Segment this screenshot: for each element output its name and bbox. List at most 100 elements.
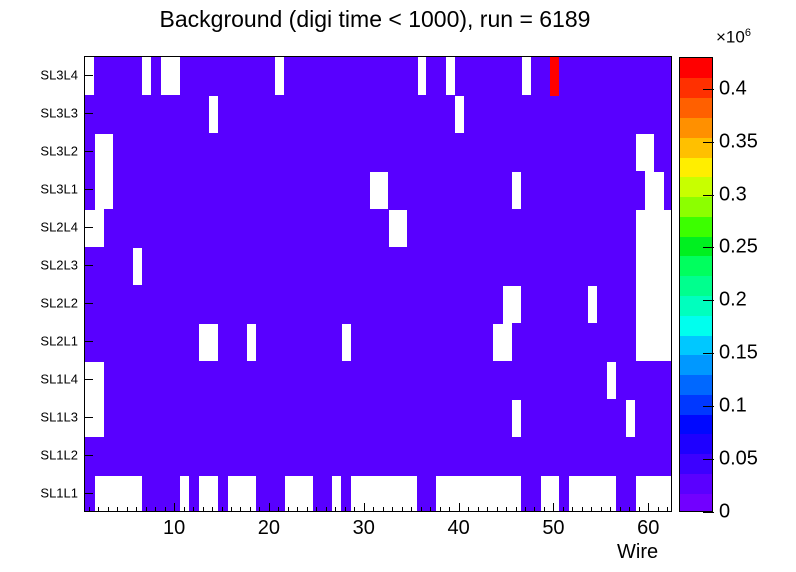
heatmap-cell: [549, 95, 560, 134]
x-axis-label: 60: [637, 517, 660, 539]
heatmap-cell: [435, 285, 446, 324]
heatmap-cell: [473, 209, 484, 248]
heatmap-cell: [445, 399, 456, 438]
heatmap-cell: [350, 285, 361, 324]
x-axis-minor-tick: [411, 507, 412, 512]
heatmap-cell: [265, 209, 276, 248]
heatmap-cell: [606, 95, 617, 134]
heatmap-cell: [350, 361, 361, 400]
heatmap-cell: [170, 323, 181, 362]
heatmap-cell: [198, 133, 209, 172]
heatmap-cell: [360, 361, 371, 400]
heatmap-cell: [189, 95, 200, 134]
color-scale-bar[interactable]: [679, 57, 713, 512]
heatmap-cell: [407, 361, 418, 400]
heatmap-cell: [502, 57, 513, 96]
heatmap-cell: [350, 247, 361, 286]
heatmap-cell: [208, 399, 219, 438]
heatmap-cell: [416, 437, 427, 476]
heatmap-cell: [94, 95, 105, 134]
heatmap-cell: [312, 171, 323, 210]
heatmap-cell: [246, 133, 257, 172]
heatmap-cell: [94, 57, 105, 96]
x-axis-title: Wire: [617, 541, 659, 563]
heatmap-cell: [189, 285, 200, 324]
heatmap-cell: [160, 399, 171, 438]
x-axis-minor-tick: [250, 507, 251, 512]
heatmap-cell: [426, 399, 437, 438]
heatmap-cell: [170, 247, 181, 286]
heatmap-cell: [151, 209, 162, 248]
y-axis-tick: [84, 113, 93, 114]
heatmap-cell: [426, 361, 437, 400]
heatmap-cell: [151, 437, 162, 476]
heatmap-cell: [521, 475, 532, 511]
heatmap-cell: [274, 95, 285, 134]
heatmap-cell: [654, 361, 665, 400]
heatmap-cell: [540, 95, 551, 134]
heatmap-cell: [141, 285, 152, 324]
heatmap-cell: [663, 361, 671, 400]
x-axis-minor-tick: [259, 507, 260, 512]
heatmap-cell: [473, 285, 484, 324]
heatmap-cell: [179, 133, 190, 172]
x-axis-minor-tick: [316, 507, 317, 512]
x-axis-minor-tick: [307, 507, 308, 512]
heatmap-cell: [265, 475, 276, 511]
heatmap-cell: [170, 133, 181, 172]
heatmap-cell: [559, 133, 570, 172]
heatmap-plot-frame[interactable]: [84, 56, 672, 512]
heatmap-cell: [208, 285, 219, 324]
heatmap-cell: [616, 247, 627, 286]
heatmap-cell: [663, 171, 671, 210]
heatmap-cell: [492, 399, 503, 438]
heatmap-cell: [483, 95, 494, 134]
heatmap-cell: [236, 285, 247, 324]
heatmap-cell: [616, 361, 627, 400]
color-scale-tick: [703, 300, 714, 301]
heatmap-cells[interactable]: [85, 57, 671, 511]
heatmap-cell: [587, 361, 598, 400]
heatmap-cell: [170, 361, 181, 400]
heatmap-cell: [322, 361, 333, 400]
heatmap-cell: [293, 285, 304, 324]
heatmap-cell: [274, 133, 285, 172]
heatmap-cell: [426, 247, 437, 286]
heatmap-cell: [113, 209, 124, 248]
color-scale-tick-label: 0.35: [719, 130, 758, 153]
heatmap-cell: [151, 323, 162, 362]
heatmap-cell: [502, 95, 513, 134]
heatmap-cell: [597, 209, 608, 248]
heatmap-cell: [274, 209, 285, 248]
heatmap-cell: [170, 285, 181, 324]
heatmap-cell: [454, 399, 465, 438]
heatmap-cell: [464, 209, 475, 248]
heatmap-cell: [549, 247, 560, 286]
heatmap-cell: [369, 57, 380, 96]
heatmap-cell: [530, 475, 541, 511]
heatmap-cell: [530, 171, 541, 210]
heatmap-cell: [397, 323, 409, 362]
x-axis-minor-tick: [478, 507, 479, 512]
heatmap-cell: [492, 285, 503, 324]
heatmap-cell: [255, 323, 266, 362]
heatmap-cell: [416, 133, 427, 172]
heatmap-cell: [284, 361, 295, 400]
heatmap-cell: [549, 437, 560, 476]
heatmap-cell: [341, 57, 352, 96]
x-axis-minor-tick: [658, 507, 659, 512]
heatmap-cell: [530, 285, 541, 324]
heatmap-cell: [322, 437, 333, 476]
heatmap-cell: [217, 95, 228, 134]
heatmap-cell: [160, 133, 171, 172]
heatmap-cell: [625, 209, 636, 248]
heatmap-cell: [265, 247, 276, 286]
heatmap-cell: [170, 399, 181, 438]
heatmap-cell: [540, 361, 551, 400]
heatmap-cell: [578, 399, 589, 438]
heatmap-cell: [397, 171, 409, 210]
heatmap-cell: [540, 57, 551, 96]
heatmap-cell: [255, 361, 266, 400]
heatmap-cell: [360, 437, 371, 476]
x-axis-minor-tick: [231, 507, 232, 512]
